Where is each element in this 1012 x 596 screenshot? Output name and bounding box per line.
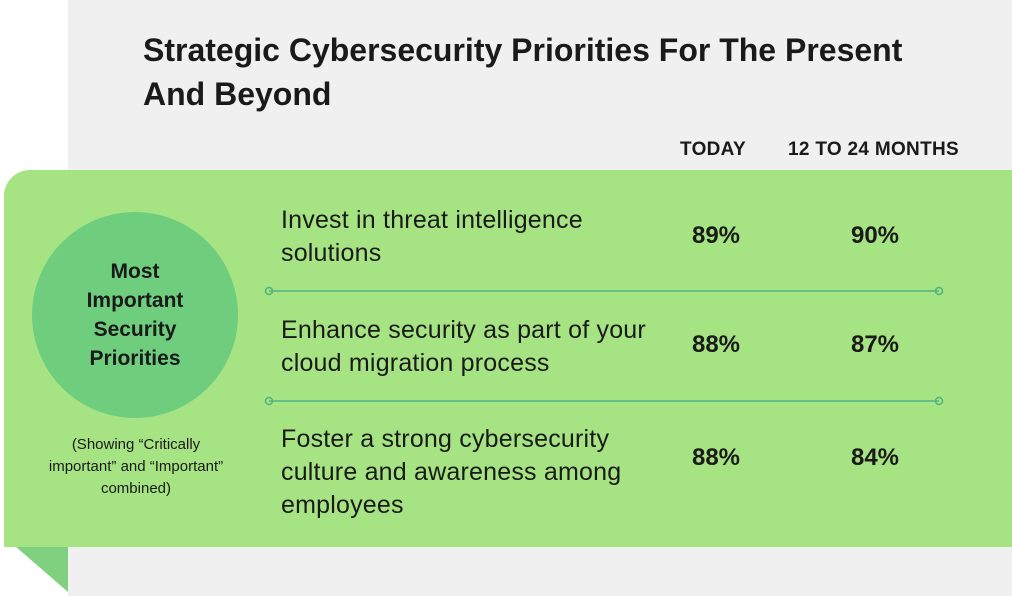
chart-title: Strategic Cybersecurity Priorities For T… (143, 32, 903, 112)
priority-label-2: Enhance security as part of your cloud m… (281, 316, 646, 377)
priority-label-3: Foster a strong cybersecurity culture an… (281, 425, 622, 519)
footnote: (Showing “Critically important” and “Imp… (48, 436, 224, 497)
column-header-today: TODAY (680, 139, 746, 160)
circle-label: Most Important Security Priorities (86, 260, 184, 370)
future-value-1: 90% (850, 222, 900, 249)
today-value-3: 88% (691, 444, 741, 471)
priorities-circle: Most Important Security Priorities (32, 212, 238, 418)
priority-label-1: Invest in threat intelligence solutions (281, 206, 583, 267)
band-fold-corner (8, 540, 68, 592)
future-value-2: 87% (850, 331, 900, 358)
future-value-3: 84% (850, 444, 900, 471)
column-header-12-to-24-months: 12 TO 24 MONTHS (788, 139, 959, 160)
today-value-2: 88% (691, 331, 741, 358)
today-value-1: 89% (691, 222, 741, 249)
row-separator-2 (264, 396, 944, 406)
row-separator-1 (264, 286, 944, 296)
